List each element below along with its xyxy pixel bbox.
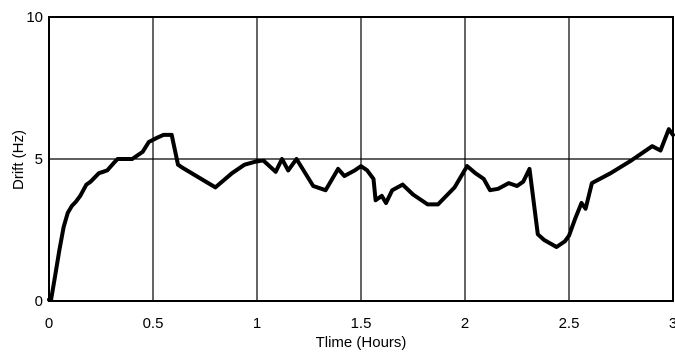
x-tick-label: 2	[461, 315, 469, 332]
x-tick-label: 0	[45, 315, 53, 332]
tick-labels: 0 0.5 1 1.5 2 2.5 3 0 5 10	[26, 9, 675, 332]
series-layer	[47, 127, 675, 302]
plot-area-frame	[48, 16, 674, 302]
x-tick-label: 1.5	[351, 315, 372, 332]
x-tick-label: 2.5	[559, 315, 580, 332]
y-tick-label: 5	[35, 151, 43, 168]
x-tick-label: 0.5	[143, 315, 164, 332]
drift-series-line	[47, 127, 675, 302]
x-tick-label: 3	[669, 315, 675, 332]
grid-lines	[49, 17, 673, 301]
x-tick-label: 1	[253, 315, 261, 332]
x-axis-label: Tlime (Hours)	[316, 334, 407, 351]
y-tick-label: 10	[26, 9, 43, 26]
y-axis-label: Drift (Hz)	[10, 130, 27, 190]
y-tick-label: 0	[35, 293, 43, 310]
